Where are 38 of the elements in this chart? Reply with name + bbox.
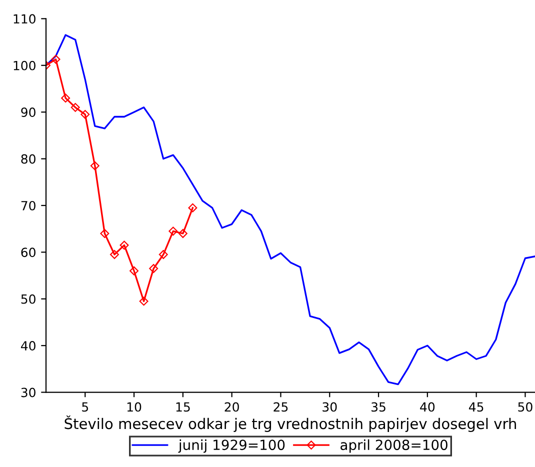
line-series [46, 34, 535, 386]
y-tick-label: 70 [21, 200, 36, 210]
point [130, 266, 139, 276]
y-tick-label: 80 [21, 154, 36, 164]
point [61, 94, 70, 103]
y-tick-label: 100 [14, 60, 36, 70]
x-tick-label: 30 [322, 402, 337, 412]
point [149, 264, 158, 274]
point [70, 102, 80, 112]
x-tick-label: 35 [372, 402, 386, 412]
point [90, 161, 100, 170]
x-tick-label: 5 [82, 402, 88, 412]
y-tick-label: 110 [14, 14, 36, 24]
point [120, 240, 129, 250]
x-tick-label: 50 [518, 402, 532, 412]
point [158, 250, 168, 259]
y-tick-label: 50 [21, 294, 36, 304]
y-tick-label: 30 [21, 388, 36, 398]
x-tick-label: 25 [274, 402, 288, 412]
x-tick-label: 10 [127, 402, 142, 412]
point [51, 54, 60, 64]
y-tick-label: 60 [21, 248, 36, 258]
x-tick-label: 45 [468, 402, 484, 412]
x-tick-label: 15 [176, 402, 190, 412]
point [139, 296, 148, 306]
point [188, 203, 198, 212]
legend-label: april 2008=100 [340, 439, 448, 453]
point [100, 229, 110, 238]
point [80, 110, 90, 119]
x-axis-title: Število mesecev odkar je trg vrednostnih papirjev dosegel vrh [64, 415, 516, 432]
point [178, 229, 188, 238]
y-tick-label: 40 [20, 341, 36, 351]
x-tick-label: 40 [420, 402, 435, 412]
point [110, 250, 119, 259]
point [168, 226, 178, 236]
legend-label: junij 1929=100 [178, 439, 285, 453]
y-tick-label: 90 [21, 108, 36, 118]
x-tick-label: 20 [224, 402, 239, 412]
